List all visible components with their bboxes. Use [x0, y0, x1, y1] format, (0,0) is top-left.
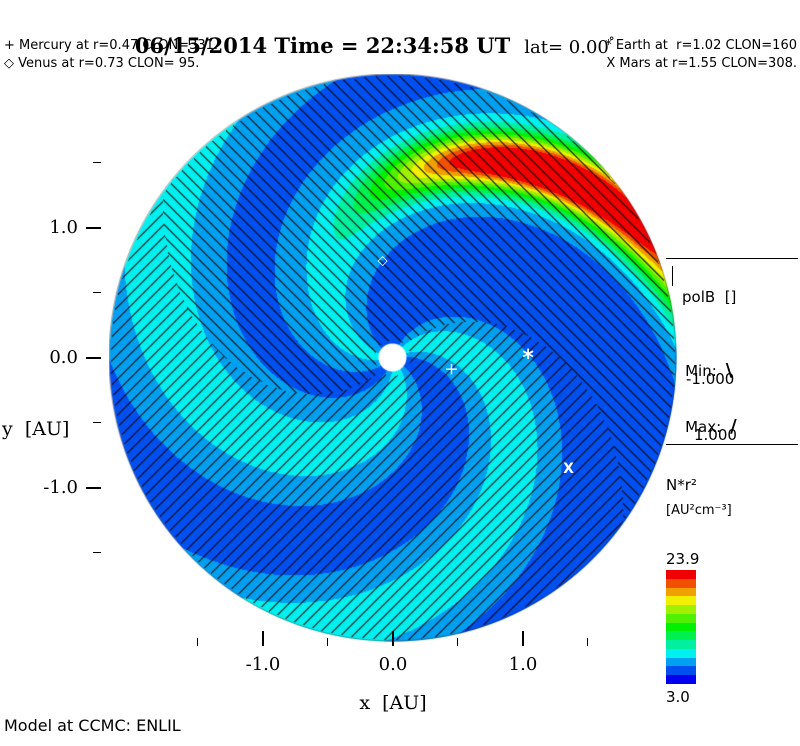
- x-tick-label: 1.0: [508, 654, 538, 675]
- legend-divider-bottom: [666, 444, 798, 445]
- colorbar-band: [666, 648, 696, 658]
- colorbar-band: [666, 640, 696, 649]
- planet-marker-venus: ◇: [377, 253, 388, 268]
- y-axis-tick-minor: [93, 292, 101, 293]
- y-axis-tick-major: [86, 357, 101, 359]
- degree-symbol: °: [608, 35, 615, 48]
- y-axis-tick-major: [86, 487, 101, 489]
- colorbar-band: [666, 675, 696, 684]
- colorbar-band: [666, 587, 696, 597]
- polb-min-value: -1.000: [686, 370, 735, 388]
- colorbar-band: [666, 570, 696, 579]
- x-axis-tick-major: [262, 631, 264, 646]
- legend-tick-bar: [672, 266, 673, 286]
- planet-marker-mars: X: [563, 460, 574, 477]
- colorbar-gradient: [666, 570, 696, 684]
- colorbar-band: [666, 578, 696, 588]
- y-tick-label: 0.0: [49, 347, 78, 368]
- colorbar-units: [AU²cm⁻³]: [666, 503, 732, 518]
- x-axis-tick-major: [522, 631, 524, 646]
- max-hatch-icon: /: [730, 416, 737, 437]
- x-axis-tick-minor: [457, 638, 458, 646]
- planet-marker-earth: *: [522, 346, 534, 372]
- colorbar-band: [666, 622, 696, 632]
- colorbar-band: [666, 605, 696, 614]
- y-axis-tick-minor: [93, 422, 101, 423]
- x-axis-tick-minor: [197, 638, 198, 646]
- x-axis-tick-minor: [587, 638, 588, 646]
- density-heatmap-canvas: [109, 74, 677, 642]
- polb-max-label: Max:: [685, 418, 722, 436]
- planet-marker-mercury: +: [444, 359, 459, 380]
- polb-max-value: 1.000: [694, 426, 737, 444]
- colorbar-band: [666, 666, 696, 676]
- colorbar-max-value: 23.9: [666, 550, 700, 568]
- colorbar-band: [666, 596, 696, 606]
- annotation-venus: ◇ Venus at r=0.73 CLON= 95.: [4, 56, 200, 71]
- y-axis-tick-minor: [93, 162, 101, 163]
- colorbar-band: [666, 657, 696, 667]
- annotation-mercury: + Mercury at r=0.47 CLON=331.: [4, 38, 219, 53]
- annotation-mars: X Mars at r=1.55 CLON=308.: [606, 56, 797, 71]
- legend-divider-top: [666, 258, 798, 259]
- min-hatch-icon: \: [725, 360, 733, 381]
- x-tick-label: 0.0: [378, 654, 408, 675]
- x-axis-title: x [AU]: [359, 692, 427, 714]
- polb-max-line: Max: /: [666, 398, 737, 455]
- x-axis-tick-minor: [327, 638, 328, 646]
- annotation-earth: * Earth at r=1.02 CLON=160: [605, 38, 797, 53]
- y-tick-label: -1.0: [43, 477, 78, 498]
- title-datetime: 06/15/2014 Time = 22:34:58 UT: [134, 33, 511, 58]
- polb-min-label: Min:: [685, 362, 717, 380]
- colorbar-band: [666, 613, 696, 623]
- y-axis-title: y [AU]: [2, 418, 70, 440]
- colorbar-min-value: 3.0: [666, 688, 690, 706]
- colorbar-quantity: N*r²: [666, 476, 697, 494]
- y-tick-label: 1.0: [49, 217, 78, 238]
- y-axis-tick-major: [86, 227, 101, 229]
- x-axis-tick-major: [392, 631, 394, 646]
- polb-min-line: Min: \: [666, 342, 732, 399]
- title-latitude: lat= 0.00: [524, 37, 609, 58]
- colorbar-band: [666, 631, 696, 641]
- x-tick-label: -1.0: [245, 654, 281, 675]
- y-axis-tick-minor: [93, 552, 101, 553]
- model-credit-text: Model at CCMC: ENLIL: [4, 716, 181, 735]
- polb-legend-title: polB []: [682, 288, 737, 306]
- plot-title: 06/15/2014 Time = 22:34:58 UT lat= 0.00°: [0, 8, 720, 83]
